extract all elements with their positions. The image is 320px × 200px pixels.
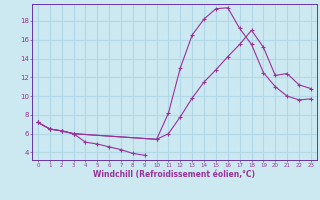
X-axis label: Windchill (Refroidissement éolien,°C): Windchill (Refroidissement éolien,°C) (93, 170, 255, 179)
